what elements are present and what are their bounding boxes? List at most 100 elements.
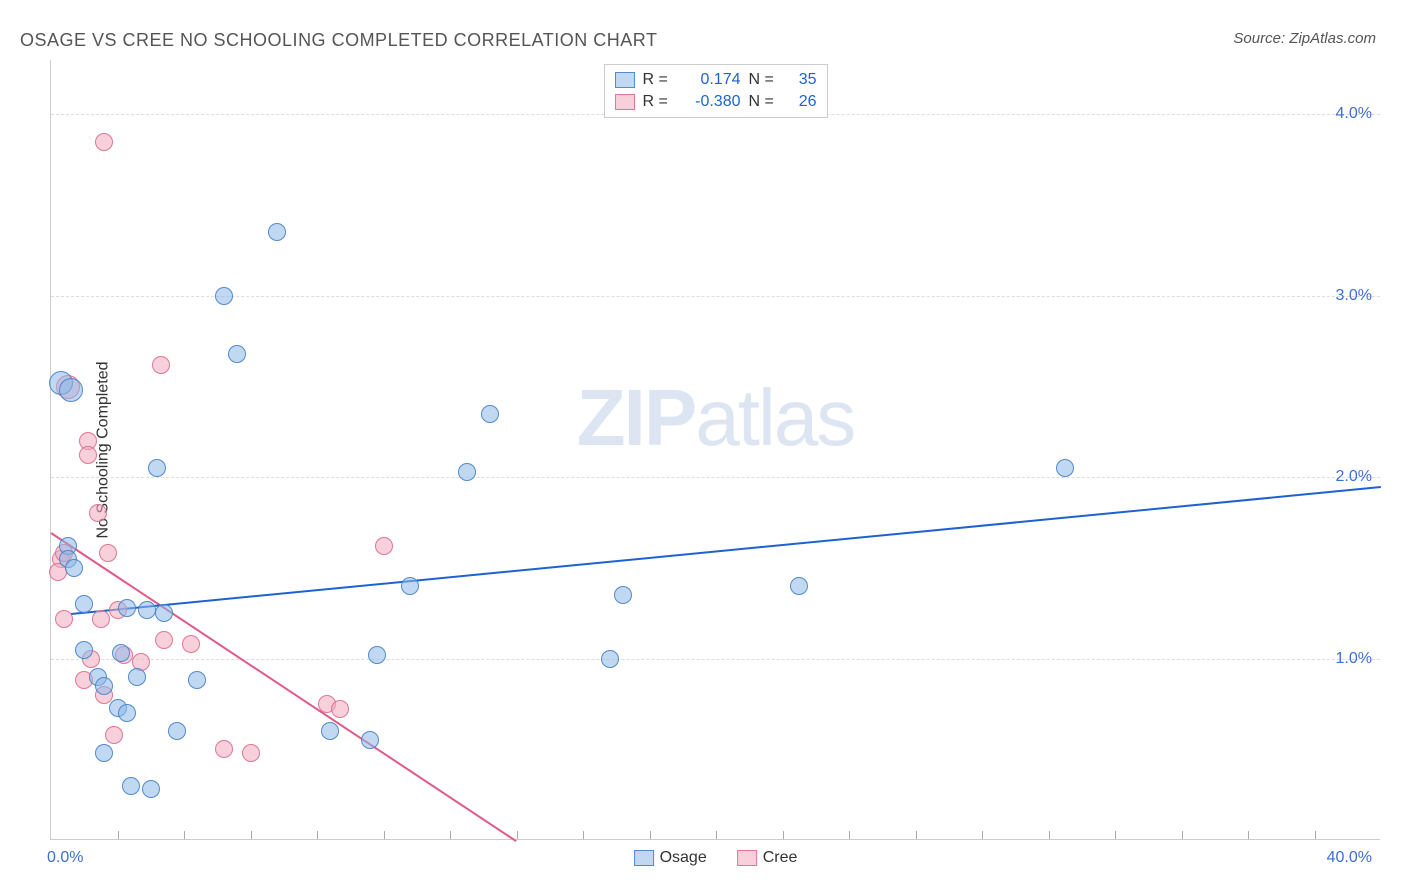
swatch-cree-icon [615,94,635,110]
scatter-point [188,671,206,689]
scatter-point [458,463,476,481]
x-axis-min-label: 0.0% [47,849,83,867]
scatter-point [105,726,123,744]
x-tick [1248,831,1249,839]
x-tick [982,831,983,839]
x-tick [583,831,584,839]
gridline [51,477,1380,478]
source-label: Source: [1233,30,1285,47]
scatter-point [112,644,130,662]
scatter-point [331,700,349,718]
scatter-point [122,777,140,795]
scatter-point [95,744,113,762]
scatter-point [142,780,160,798]
scatter-point [361,731,379,749]
scatter-point [614,586,632,604]
y-tick-label: 3.0% [1336,287,1372,305]
source-attribution: Source: ZipAtlas.com [1233,30,1376,47]
legend-label-osage: Osage [660,849,707,867]
swatch-cree-bottom-icon [737,850,757,866]
x-tick [118,831,119,839]
scatter-point [268,223,286,241]
scatter-point [481,405,499,423]
gridline [51,296,1380,297]
legend-item-osage: Osage [634,849,707,867]
r-value-a: 0.174 [681,71,741,89]
x-tick [1182,831,1183,839]
x-tick [650,831,651,839]
source-name: ZipAtlas.com [1289,30,1376,47]
scatter-point [401,577,419,595]
scatter-point [601,650,619,668]
scatter-point [155,604,173,622]
x-tick [849,831,850,839]
scatter-point [118,704,136,722]
swatch-osage-bottom-icon [634,850,654,866]
scatter-point [95,677,113,695]
plot-area: ZIPatlas R = 0.174 N = 35 R = -0.380 N =… [50,60,1380,840]
x-tick [1049,831,1050,839]
scatter-point [55,610,73,628]
scatter-point [375,537,393,555]
chart-title: OSAGE VS CREE NO SCHOOLING COMPLETED COR… [20,30,657,51]
scatter-point [138,601,156,619]
x-tick [251,831,252,839]
scatter-point [215,740,233,758]
watermark-light: atlas [695,373,854,462]
gridline [51,659,1380,660]
scatter-point [1056,459,1074,477]
x-tick [1315,831,1316,839]
scatter-point [118,599,136,617]
scatter-point [148,459,166,477]
n-value-a: 35 [787,71,817,89]
scatter-point [75,641,93,659]
scatter-point [321,722,339,740]
x-axis-max-label: 40.0% [1327,849,1372,867]
watermark: ZIPatlas [577,372,854,464]
scatter-point [155,631,173,649]
chart-container: OSAGE VS CREE NO SCHOOLING COMPLETED COR… [0,0,1406,892]
scatter-point [59,378,83,402]
scatter-point [99,544,117,562]
x-tick [317,831,318,839]
y-tick-label: 1.0% [1336,650,1372,668]
legend-item-cree: Cree [737,849,798,867]
r-label-b: R = [643,93,673,111]
n-label-b: N = [749,93,779,111]
scatter-point [128,668,146,686]
scatter-point [168,722,186,740]
watermark-bold: ZIP [577,373,695,462]
y-tick-label: 2.0% [1336,468,1372,486]
x-tick [783,831,784,839]
scatter-point [368,646,386,664]
x-tick [450,831,451,839]
x-tick [517,831,518,839]
n-value-b: 26 [787,93,817,111]
legend-label-cree: Cree [763,849,798,867]
scatter-point [242,744,260,762]
swatch-osage-icon [615,72,635,88]
r-value-b: -0.380 [681,93,741,111]
scatter-point [79,446,97,464]
scatter-point [228,345,246,363]
x-tick [916,831,917,839]
n-label-a: N = [749,71,779,89]
legend-stats-row-a: R = 0.174 N = 35 [615,69,817,91]
x-tick [384,831,385,839]
x-tick [184,831,185,839]
x-tick [1115,831,1116,839]
scatter-point [95,133,113,151]
scatter-point [182,635,200,653]
legend-stats-box: R = 0.174 N = 35 R = -0.380 N = 26 [604,64,828,118]
r-label-a: R = [643,71,673,89]
scatter-point [790,577,808,595]
trendline [71,486,1381,615]
scatter-point [92,610,110,628]
scatter-point [152,356,170,374]
scatter-point [75,595,93,613]
scatter-point [89,504,107,522]
x-tick [716,831,717,839]
bottom-legend: Osage Cree [634,849,798,867]
scatter-point [215,287,233,305]
legend-stats-row-b: R = -0.380 N = 26 [615,91,817,113]
